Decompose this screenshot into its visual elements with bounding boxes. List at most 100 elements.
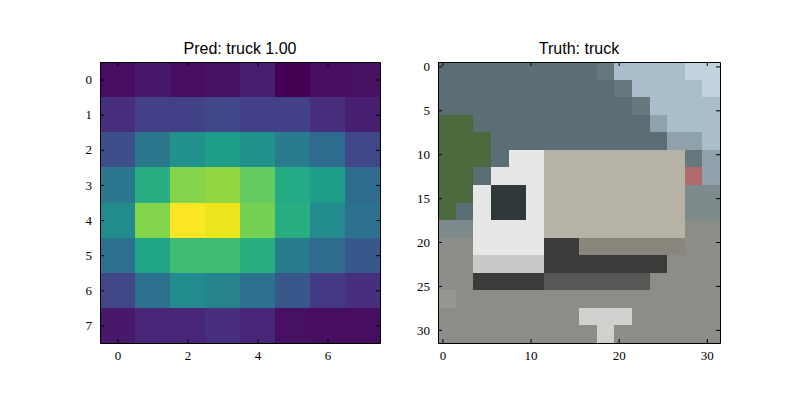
tick-mark: [100, 290, 104, 291]
tick-mark: [619, 339, 620, 343]
pixel: [438, 255, 456, 273]
pixel: [614, 150, 632, 168]
heatmap-cell: [170, 203, 206, 239]
heatmap-cell: [275, 273, 311, 309]
pixel: [667, 220, 685, 238]
pixel: [438, 167, 456, 185]
tick-mark: [258, 339, 259, 343]
pixel: [702, 62, 720, 80]
heatmap-cell: [345, 203, 380, 239]
pixel: [438, 308, 456, 326]
pixel: [491, 62, 509, 80]
pixel: [632, 325, 650, 343]
pixel: [526, 80, 544, 98]
pixel: [579, 150, 597, 168]
heatmap-cell: [170, 132, 206, 168]
tick-label: 2: [86, 142, 93, 157]
heatmap-cell: [205, 273, 241, 309]
heatmap-cell: [275, 97, 311, 133]
pixel: [561, 185, 579, 203]
pixel: [685, 167, 703, 185]
heatmap-cell: [240, 62, 276, 98]
pixel: [614, 255, 632, 273]
heatmap-cell: [275, 308, 311, 343]
tick: [328, 62, 329, 66]
heatmap-cell: [240, 132, 276, 168]
pixel: [597, 132, 615, 150]
pixel: [456, 273, 474, 291]
tick: 30: [701, 339, 714, 363]
heatmap-cell: [345, 167, 380, 203]
pixel: [509, 273, 527, 291]
pixel: [579, 238, 597, 256]
pixel: [579, 115, 597, 133]
tick-mark: [716, 154, 720, 155]
pixel: [667, 132, 685, 150]
tick: [376, 255, 380, 256]
axis-line: [438, 63, 439, 344]
pixel: [667, 80, 685, 98]
tick: [716, 66, 720, 67]
heatmap-cell: [100, 203, 136, 239]
tick-mark: [100, 115, 104, 116]
tick-mark: [438, 198, 442, 199]
tick-mark: [619, 62, 620, 66]
tick: 1: [86, 107, 105, 122]
pixel: [526, 238, 544, 256]
tick-mark: [100, 325, 104, 326]
pixel: [614, 62, 632, 80]
heatmap-cell: [310, 308, 346, 343]
tick: [716, 110, 720, 111]
heatmap-cell: [170, 308, 206, 343]
pixel: [456, 167, 474, 185]
heatmap-cell: [205, 62, 241, 98]
pixel: [702, 273, 720, 291]
pixel: [667, 203, 685, 221]
pixel: [473, 220, 491, 238]
pixel: [491, 80, 509, 98]
pixel: [561, 325, 579, 343]
tick: 6: [325, 339, 332, 363]
tick-mark: [442, 62, 443, 66]
tick-mark: [376, 290, 380, 291]
image-pixels: [438, 62, 720, 343]
pixel: [597, 185, 615, 203]
heatmap-cell: [345, 238, 380, 274]
pixel: [632, 308, 650, 326]
tick-label: 6: [325, 348, 332, 363]
pixel: [597, 97, 615, 115]
tick: [118, 62, 119, 66]
pixel: [597, 238, 615, 256]
pixel: [456, 255, 474, 273]
pixel: [456, 238, 474, 256]
tick-label: 1: [86, 107, 93, 122]
pixel: [632, 62, 650, 80]
pixel: [685, 325, 703, 343]
pixel: [509, 290, 527, 308]
tick: 2: [185, 339, 192, 363]
tick-mark: [438, 110, 442, 111]
tick: [707, 62, 708, 66]
pixel: [509, 220, 527, 238]
tick: 6: [86, 283, 105, 298]
pixel: [561, 220, 579, 238]
pixel: [544, 80, 562, 98]
pixel: [702, 132, 720, 150]
heatmap-cell: [100, 132, 136, 168]
pixel: [473, 115, 491, 133]
pixel: [650, 132, 668, 150]
axis-line: [439, 62, 721, 63]
pixel: [702, 220, 720, 238]
pixel: [597, 308, 615, 326]
pixel: [702, 238, 720, 256]
tick-mark: [118, 339, 119, 343]
pixel: [561, 115, 579, 133]
tick-mark: [100, 80, 104, 81]
pixel: [632, 80, 650, 98]
pixel: [491, 203, 509, 221]
pixel: [579, 273, 597, 291]
pixel: [667, 255, 685, 273]
pixel: [526, 115, 544, 133]
tick: 10: [525, 339, 538, 363]
pixel: [632, 238, 650, 256]
